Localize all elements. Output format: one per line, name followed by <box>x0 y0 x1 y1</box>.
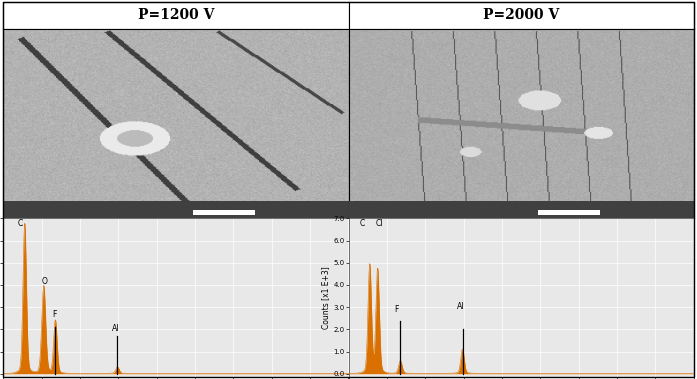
Bar <box>538 210 600 215</box>
Bar <box>193 210 255 215</box>
Text: C: C <box>359 219 365 229</box>
Text: F: F <box>395 305 399 314</box>
Text: Al: Al <box>457 302 465 310</box>
Text: Al: Al <box>112 324 120 333</box>
Bar <box>3 201 348 218</box>
Y-axis label: Counts [x1 E+3]: Counts [x1 E+3] <box>321 266 330 329</box>
Bar <box>348 201 694 218</box>
Text: F: F <box>52 310 57 319</box>
Text: C: C <box>17 219 22 229</box>
Text: O: O <box>42 277 47 286</box>
Text: Cl: Cl <box>376 219 383 229</box>
Text: P=2000 V: P=2000 V <box>483 8 559 22</box>
Text: P=1200 V: P=1200 V <box>138 8 214 22</box>
